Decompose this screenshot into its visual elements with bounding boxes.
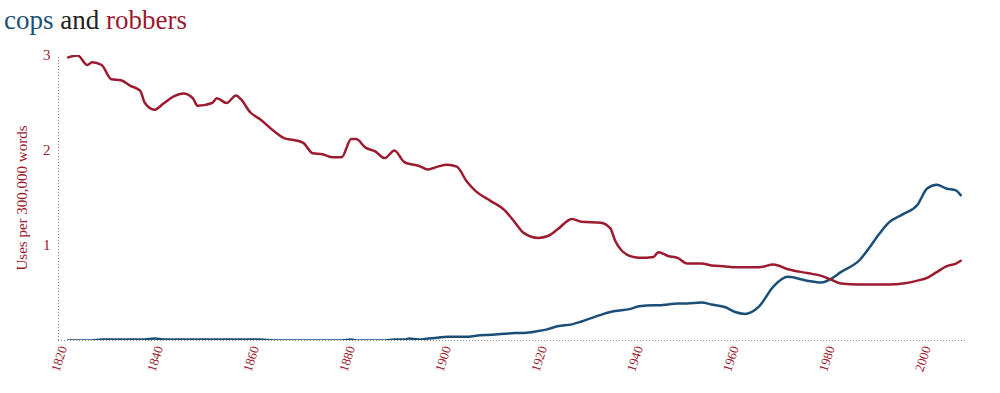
svg-text:1880: 1880 bbox=[336, 344, 358, 373]
svg-text:3: 3 bbox=[43, 47, 51, 63]
svg-text:1860: 1860 bbox=[240, 344, 262, 373]
html-text:cops and robbers: cops and robbers bbox=[4, 5, 187, 35]
svg-text:2: 2 bbox=[43, 142, 51, 158]
svg-text:1960: 1960 bbox=[720, 344, 742, 373]
svg-text:1: 1 bbox=[43, 237, 51, 253]
svg-text:1820: 1820 bbox=[48, 344, 70, 373]
svg-text:1840: 1840 bbox=[144, 344, 166, 373]
svg-text:1940: 1940 bbox=[624, 344, 646, 373]
svg-text:1980: 1980 bbox=[816, 344, 838, 373]
svg-text:2000: 2000 bbox=[912, 344, 934, 373]
svg-text:1920: 1920 bbox=[528, 344, 550, 373]
svg-text:1900: 1900 bbox=[432, 344, 454, 373]
svg-text:Uses per 300,000 words: Uses per 300,000 words bbox=[14, 125, 30, 270]
